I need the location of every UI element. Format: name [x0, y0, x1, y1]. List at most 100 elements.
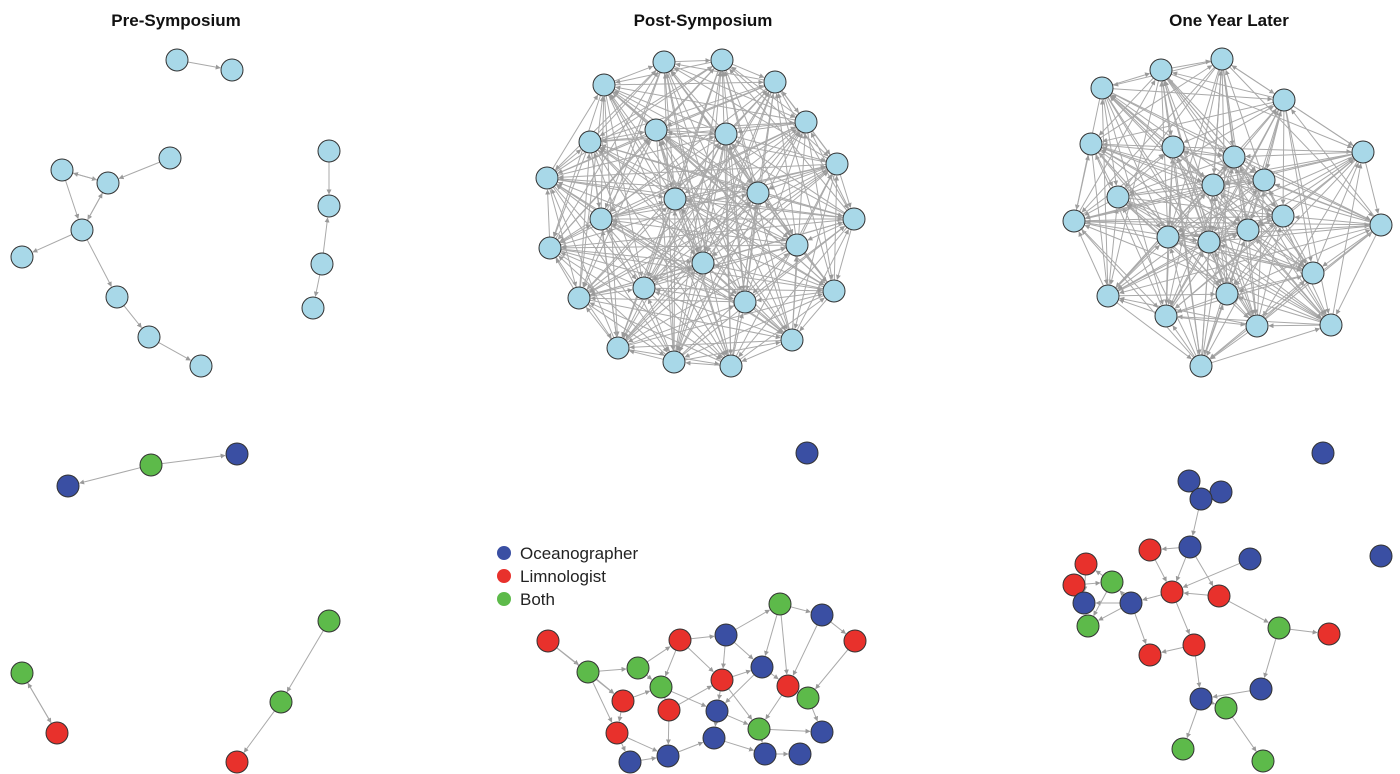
post-top-node-0 — [592, 73, 616, 97]
later-bottom-edge-6 — [1154, 559, 1167, 582]
later-top-edge-115 — [1215, 195, 1255, 315]
later-bottom-edge-15 — [1175, 602, 1190, 635]
later-top-node-16 — [1252, 168, 1276, 192]
later-top-node-3 — [1272, 88, 1296, 112]
post-bottom-edge-21 — [769, 728, 811, 734]
later-bottom-node-15 — [1076, 614, 1100, 638]
post-top-edge-246 — [653, 267, 693, 285]
post-bottom-node-17 — [705, 699, 729, 723]
post-top-edge-193 — [545, 189, 551, 238]
later-top-node-8 — [1189, 354, 1213, 378]
post-top-edge-168 — [647, 298, 671, 352]
post-bottom-edge-38 — [815, 649, 849, 690]
later-top-node-7 — [1245, 314, 1269, 338]
post-bottom-edge-39 — [725, 674, 755, 703]
later-bottom-node-12 — [1207, 584, 1231, 608]
later-bottom-edge-28 — [1098, 607, 1122, 621]
post-top-edge-199 — [560, 252, 635, 285]
later-top-edge-171 — [1125, 154, 1165, 190]
later-bottom-node-19 — [1138, 643, 1162, 667]
later-top-edge-52 — [1291, 109, 1375, 217]
later-top-edge-76 — [1291, 159, 1354, 210]
post-top-edge-105 — [712, 170, 829, 257]
later-top-edge-2 — [1112, 88, 1273, 102]
later-top-node-2 — [1210, 47, 1234, 71]
later-top-edge-192 — [1224, 180, 1254, 186]
later-top-edge-180 — [1183, 150, 1254, 177]
pre-top-node-12 — [310, 252, 334, 276]
later-top-edge-141 — [1176, 275, 1302, 314]
later-top-edge-170 — [1098, 151, 1220, 286]
pre-top-node-1 — [220, 58, 244, 82]
pre-top-edge-12 — [322, 217, 330, 254]
post-bottom-edge-24 — [733, 641, 754, 660]
later-top-edge-26 — [1098, 77, 1154, 136]
later-bottom-node-17 — [1317, 622, 1341, 646]
later-top-edge-212 — [1212, 252, 1224, 284]
post-top-node-9 — [719, 354, 743, 378]
post-top-edge-218 — [666, 130, 715, 136]
later-top-edge-95 — [1268, 323, 1321, 329]
post-top-edge-220 — [664, 136, 789, 238]
later-top-edge-90 — [1294, 215, 1371, 225]
post-top-edge-50 — [663, 68, 715, 123]
later-top-edge-174 — [1128, 197, 1272, 217]
pre-top-node-3 — [96, 171, 120, 195]
post-bottom-edge-25 — [764, 614, 778, 656]
pre-top-node-11 — [317, 194, 341, 218]
post-top-edge-181 — [621, 209, 672, 338]
post-top-edge-238 — [612, 218, 787, 245]
post-top-edge-141 — [661, 138, 786, 331]
later-top-edge-214 — [1229, 240, 1246, 284]
later-top-edge-89 — [1274, 183, 1371, 222]
post-bottom-edge-1 — [598, 666, 627, 672]
later-top-edge-211 — [1220, 244, 1303, 271]
post-top-edge-222 — [606, 139, 651, 210]
post-top-edge-217 — [597, 149, 696, 255]
post-top-edge-71 — [649, 91, 770, 279]
post-bottom-node-7 — [810, 603, 834, 627]
post-bottom-edge-30 — [626, 737, 658, 752]
later-top-edge-179 — [1183, 148, 1223, 157]
pre-top-edge-2 — [73, 172, 98, 181]
post-top-edge-116 — [807, 223, 845, 241]
later-top-edge-44 — [1222, 69, 1235, 146]
post-top-edge-106 — [836, 229, 852, 280]
legend: Oceanographer Limnologist Both — [497, 544, 638, 609]
later-top-edge-128 — [1169, 248, 1199, 356]
post-bottom-edge-41 — [664, 650, 677, 677]
later-top-edge-64 — [1250, 111, 1283, 220]
post-top-edge-216 — [599, 148, 667, 194]
later-top-edge-103 — [1220, 193, 1325, 317]
post-bottom-node-5 — [714, 623, 738, 647]
later-top-edge-69 — [1174, 158, 1355, 309]
post-top-edge-221 — [661, 140, 741, 293]
post-top-edge-195 — [557, 138, 649, 241]
pre-bottom-edge-5 — [243, 710, 275, 753]
later-bottom-edge-25 — [1182, 562, 1241, 588]
pre-bottom-node-2 — [225, 442, 249, 466]
later-top-edge-164 — [1101, 144, 1223, 158]
post-top-edge-201 — [560, 248, 692, 264]
post-bottom-edge-22 — [717, 690, 723, 700]
post-bottom-node-9 — [611, 689, 635, 713]
post-top-node-4 — [794, 110, 818, 134]
post-bottom-edge-18 — [724, 740, 755, 752]
post-bottom-node-20 — [618, 750, 642, 774]
post-top-edge-68 — [733, 90, 768, 127]
post-top-node-19 — [785, 233, 809, 257]
pre-top-node-9 — [189, 354, 213, 378]
post-top-edge-92 — [793, 174, 835, 329]
post-bottom-edge-8 — [633, 690, 651, 698]
pre-top-edge-7 — [32, 234, 73, 253]
later-bottom-edge-19 — [1263, 638, 1277, 678]
pre-bottom-edge-0 — [79, 467, 141, 485]
later-top-edge-173 — [1128, 179, 1253, 197]
post-top-node-24 — [691, 251, 715, 275]
post-bottom-edge-27 — [646, 674, 653, 680]
later-top-edge-169 — [1100, 149, 1304, 268]
later-top-node-11 — [1062, 209, 1086, 233]
later-top-edge-77 — [1178, 155, 1354, 233]
post-top-edge-154 — [725, 144, 734, 355]
later-top-edge-108 — [1210, 331, 1249, 360]
